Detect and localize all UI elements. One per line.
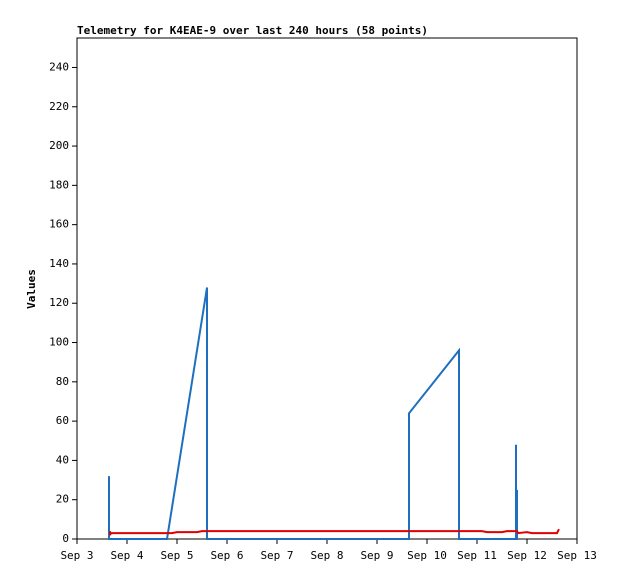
y-tick-label: 140 — [49, 257, 69, 270]
y-tick-label: 80 — [56, 375, 69, 388]
series-line — [108, 287, 518, 540]
y-tick-label: 220 — [49, 100, 69, 113]
y-tick-label: 180 — [49, 178, 69, 191]
y-tick-label: 200 — [49, 139, 69, 152]
x-tick-label: Sep 13 — [557, 549, 597, 562]
x-tick-label: Sep 3 — [60, 549, 93, 562]
y-tick-label: 60 — [56, 414, 69, 427]
x-tick-label: Sep 4 — [110, 549, 143, 562]
y-tick-label: 0 — [62, 532, 69, 545]
y-tick-label: 120 — [49, 296, 69, 309]
y-tick-label: 20 — [56, 493, 69, 506]
y-axis-label: Values — [25, 269, 38, 309]
y-tick-label: 240 — [49, 60, 69, 73]
series-line — [109, 528, 560, 536]
y-tick-label: 100 — [49, 336, 69, 349]
x-tick-label: Sep 10 — [407, 549, 447, 562]
x-tick-label: Sep 5 — [160, 549, 193, 562]
chart-title: Telemetry for K4EAE-9 over last 240 hour… — [77, 24, 428, 37]
y-tick-label: 40 — [56, 453, 69, 466]
y-tick-label: 160 — [49, 218, 69, 231]
x-tick-label: Sep 7 — [260, 549, 293, 562]
x-tick-label: Sep 8 — [310, 549, 343, 562]
x-tick-label: Sep 12 — [507, 549, 547, 562]
x-tick-label: Sep 6 — [210, 549, 243, 562]
x-tick-label: Sep 9 — [360, 549, 393, 562]
x-tick-label: Sep 11 — [457, 549, 497, 562]
